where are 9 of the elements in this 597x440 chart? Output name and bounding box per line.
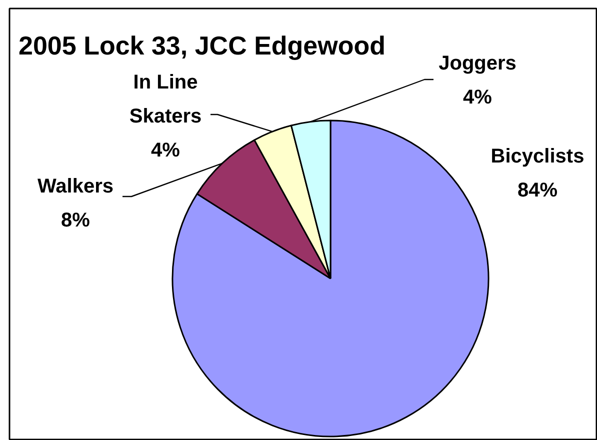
data-label: 4% (463, 86, 492, 108)
slice-label: In Line Skaters (129, 72, 202, 128)
chart-title: 2005 Lock 33, JCC Edgewood (18, 30, 386, 60)
slice-label: Walkers (38, 176, 114, 198)
slice-label: Joggers (438, 52, 516, 74)
data-label: 84% (517, 180, 558, 202)
data-label: 4% (151, 140, 180, 162)
data-label: 8% (61, 210, 90, 232)
slice-label: Bicyclists (490, 146, 584, 168)
